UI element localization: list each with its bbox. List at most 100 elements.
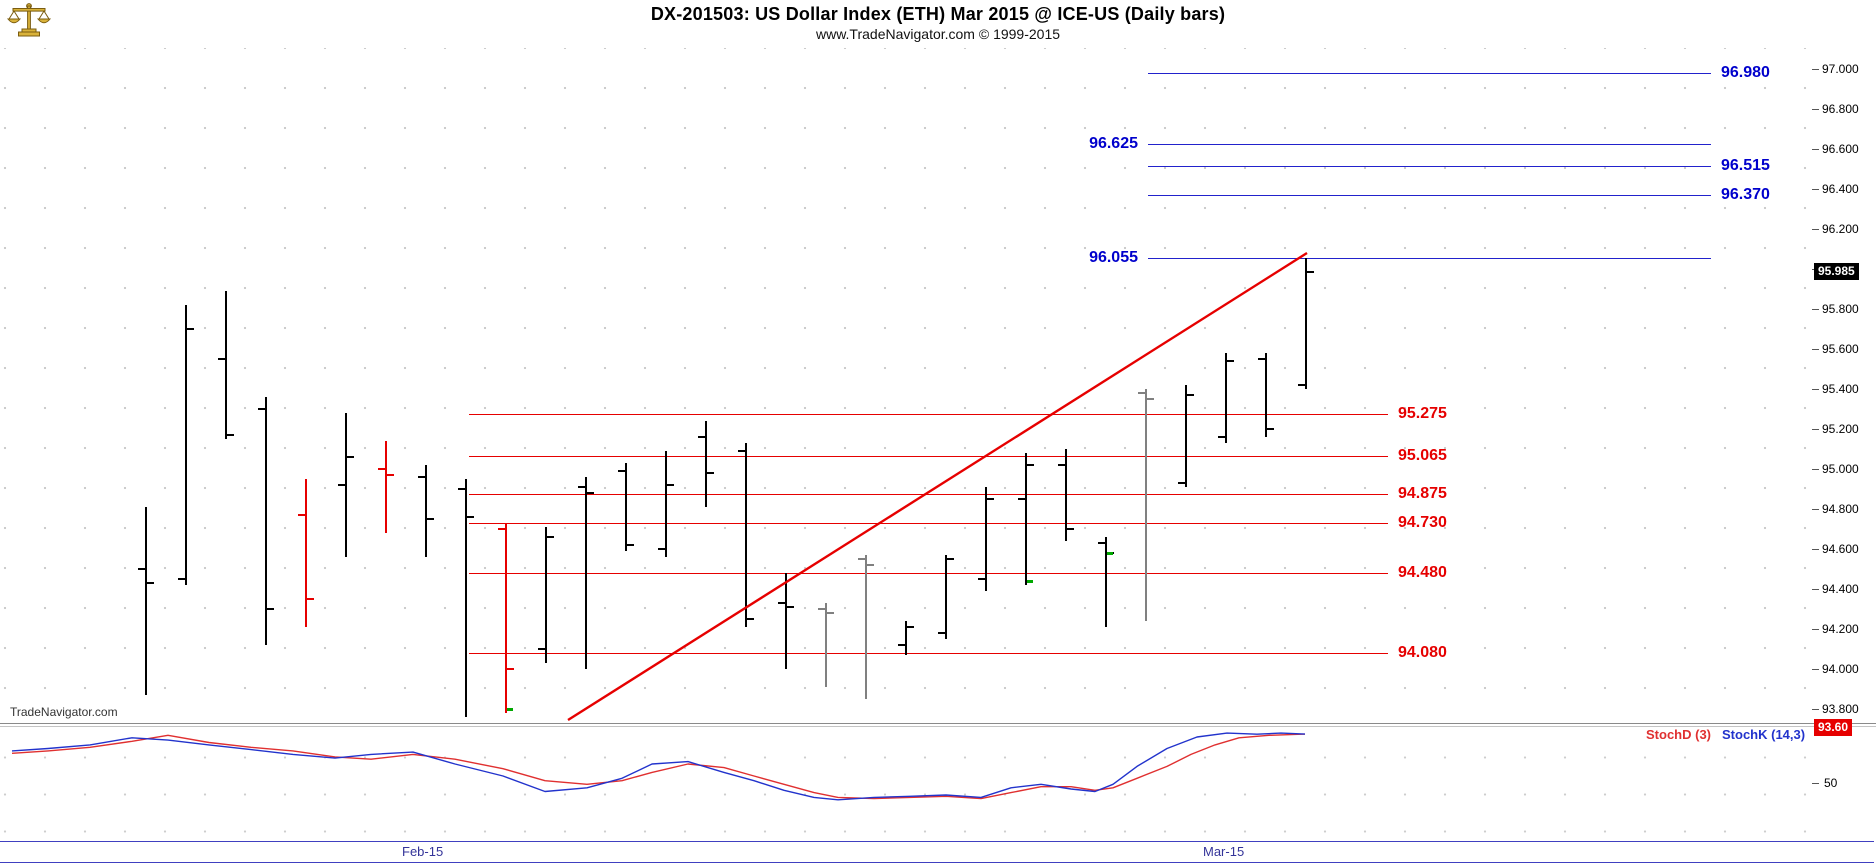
chart-header: DX-201503: US Dollar Index (ETH) Mar 201… xyxy=(0,0,1876,46)
ohlc-bar xyxy=(505,523,507,714)
open-tick xyxy=(298,514,305,517)
stoch-axis-tick xyxy=(1812,782,1819,784)
price-axis-label: 95.400 xyxy=(1822,382,1859,397)
close-tick xyxy=(507,668,514,671)
ohlc-bar xyxy=(745,443,747,628)
open-tick xyxy=(258,408,265,411)
open-tick xyxy=(1218,436,1225,439)
support-label: 94.730 xyxy=(1398,514,1447,532)
close-tick xyxy=(1187,394,1194,397)
close-tick xyxy=(467,516,474,519)
support-label: 95.065 xyxy=(1398,447,1447,465)
price-axis-tick xyxy=(1812,349,1819,351)
price-axis-label: 95.200 xyxy=(1822,422,1859,437)
date-axis-label: Feb-15 xyxy=(402,844,444,859)
open-tick xyxy=(738,450,745,453)
stochastic-panel[interactable] xyxy=(0,727,1812,840)
resistance-label: 96.515 xyxy=(1721,157,1770,175)
ohlc-bar xyxy=(425,465,427,558)
open-tick xyxy=(1138,392,1145,395)
up-close-tick xyxy=(1027,580,1033,584)
ohlc-bar xyxy=(465,479,467,718)
ohlc-bar xyxy=(345,413,347,558)
ohlc-bar xyxy=(825,603,827,688)
close-tick xyxy=(1227,360,1234,363)
price-axis-label: 94.000 xyxy=(1822,662,1859,677)
open-tick xyxy=(858,558,865,561)
up-close-tick xyxy=(1107,552,1113,556)
close-tick xyxy=(187,328,194,331)
close-tick xyxy=(867,564,874,567)
scales-icon xyxy=(6,3,52,37)
stoch-scale-label: 50 xyxy=(1824,775,1838,790)
price-axis-tick xyxy=(1812,709,1819,711)
open-tick xyxy=(978,578,985,581)
ohlc-bar xyxy=(265,397,267,646)
open-tick xyxy=(378,468,385,471)
price-axis-label: 94.200 xyxy=(1822,622,1859,637)
close-tick xyxy=(1067,528,1074,531)
ohlc-bar xyxy=(945,555,947,640)
resistance-line xyxy=(1148,195,1711,197)
resistance-line xyxy=(1148,258,1711,260)
ohlc-bar xyxy=(785,573,787,670)
ohlc-bar xyxy=(585,477,587,670)
close-tick xyxy=(1267,428,1274,431)
chart-title: DX-201503: US Dollar Index (ETH) Mar 201… xyxy=(650,4,1226,24)
open-tick xyxy=(538,648,545,651)
open-tick xyxy=(1258,358,1265,361)
price-axis-tick xyxy=(1812,229,1819,231)
ohlc-bar xyxy=(185,305,187,586)
ohlc-bar xyxy=(625,463,627,552)
close-tick xyxy=(947,558,954,561)
open-tick xyxy=(818,608,825,611)
open-tick xyxy=(618,470,625,473)
open-tick xyxy=(1018,498,1025,501)
price-axis-tick xyxy=(1812,589,1819,591)
ohlc-bar xyxy=(545,527,547,664)
open-tick xyxy=(1058,464,1065,467)
support-line xyxy=(469,523,1388,525)
price-axis-label: 93.800 xyxy=(1822,702,1859,717)
panel-divider xyxy=(0,726,1876,727)
support-line xyxy=(469,573,1388,575)
close-tick xyxy=(707,472,714,475)
close-tick xyxy=(1307,271,1314,274)
ohlc-bar xyxy=(1025,453,1027,586)
price-axis-label: 94.800 xyxy=(1822,502,1859,517)
resistance-label: 96.370 xyxy=(1721,186,1770,204)
price-axis-tick xyxy=(1812,509,1819,511)
close-tick xyxy=(427,518,434,521)
close-tick xyxy=(627,544,634,547)
open-tick xyxy=(1178,482,1185,485)
price-axis-tick xyxy=(1812,69,1819,71)
resistance-line xyxy=(1148,166,1711,168)
support-label: 94.080 xyxy=(1398,644,1447,662)
open-tick xyxy=(1098,542,1105,545)
open-tick xyxy=(778,602,785,605)
open-tick xyxy=(498,528,505,531)
resistance-line xyxy=(1148,144,1711,146)
stochk-label: StochK (14,3) xyxy=(1722,727,1806,742)
open-tick xyxy=(898,644,905,647)
support-label: 94.875 xyxy=(1398,485,1447,503)
price-axis-tick xyxy=(1812,389,1819,391)
price-axis-label: 95.600 xyxy=(1822,342,1859,357)
support-label: 94.480 xyxy=(1398,564,1447,582)
ohlc-bar xyxy=(385,441,387,534)
close-tick xyxy=(1147,398,1154,401)
close-tick xyxy=(147,582,154,585)
price-axis-tick xyxy=(1812,629,1819,631)
price-axis-label: 94.400 xyxy=(1822,582,1859,597)
panel-divider xyxy=(0,723,1876,724)
stochd-label: StochD (3) xyxy=(1646,727,1711,742)
price-axis-label: 96.200 xyxy=(1822,222,1859,237)
ohlc-bar xyxy=(1105,537,1107,628)
close-tick xyxy=(307,598,314,601)
open-tick xyxy=(658,548,665,551)
ohlc-bar xyxy=(1265,353,1267,438)
price-axis-label: 94.600 xyxy=(1822,542,1859,557)
support-line xyxy=(469,494,1388,496)
close-tick xyxy=(267,608,274,611)
